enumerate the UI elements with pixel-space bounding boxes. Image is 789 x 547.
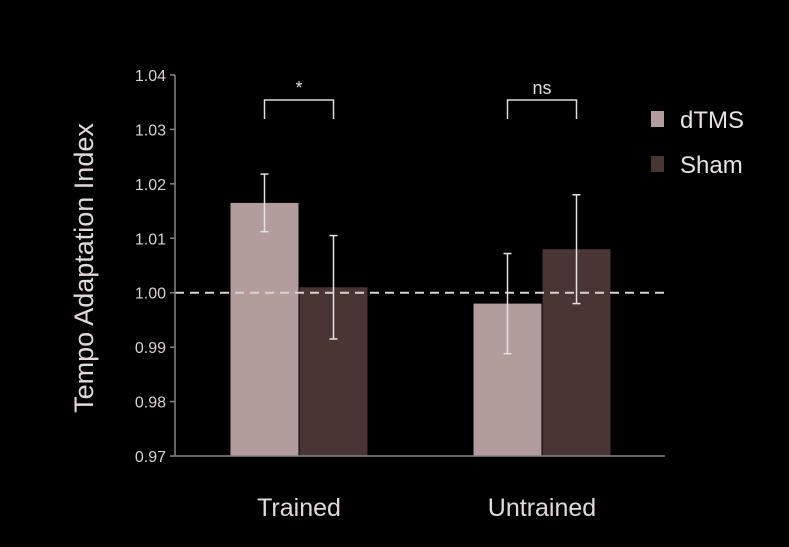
significance-label: ns xyxy=(532,78,551,98)
significance-bracket xyxy=(506,99,578,119)
category-label-trained: Trained xyxy=(257,494,341,522)
y-axis-title: Tempo Adaptation Index xyxy=(69,123,99,413)
y-tick-label: 1.04 xyxy=(135,68,166,85)
significance-brackets: * ns xyxy=(263,78,578,119)
y-tick-label: 1.00 xyxy=(135,286,166,303)
category-label-untrained: Untrained xyxy=(488,494,596,522)
y-tick-label: 1.01 xyxy=(135,231,166,248)
significance-bracket xyxy=(263,99,335,119)
y-tick-label: 1.02 xyxy=(135,177,166,194)
y-tick-label: 0.99 xyxy=(135,340,166,357)
legend-swatch-dtms xyxy=(651,111,664,127)
significance-label: * xyxy=(295,78,302,98)
y-axis-ticks: 0.97 0.98 0.99 1.00 1.01 1.02 1.03 1.04 xyxy=(135,68,175,466)
error-bars xyxy=(260,173,581,355)
bars xyxy=(230,202,611,456)
legend: dTMS Sham xyxy=(651,107,744,179)
bar-dtms-trained xyxy=(230,202,299,456)
y-tick-label: 1.03 xyxy=(135,122,166,139)
legend-swatch-sham xyxy=(651,156,664,172)
legend-label-dtms: dTMS xyxy=(680,107,744,134)
category-labels: Trained Untrained xyxy=(257,494,596,522)
y-tick-label: 0.97 xyxy=(135,449,166,466)
legend-label-sham: Sham xyxy=(680,152,743,179)
axes xyxy=(174,75,665,457)
y-tick-label: 0.98 xyxy=(135,395,166,412)
